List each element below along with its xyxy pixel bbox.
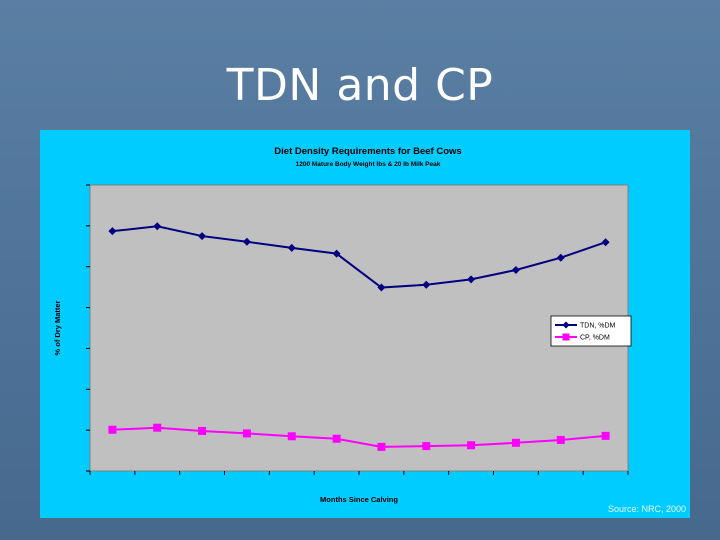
series-tdn [108,222,610,292]
data-point [108,227,117,236]
data-point [556,253,565,262]
data-point [332,434,341,443]
y-axis-label: % of Dry Matter [53,300,62,355]
series-line [112,225,606,289]
data-point [601,238,610,247]
data-point [153,423,162,432]
source-note: Source: NRC, 2000 [607,504,686,514]
plot-area [89,184,629,472]
slide-title: TDN and CP [226,60,494,111]
data-point [198,426,207,435]
data-point [242,237,251,246]
legend-box [550,315,632,347]
data-point [467,275,476,284]
data-point [377,283,386,292]
data-point [153,222,162,231]
data-point [377,442,386,451]
data-point [556,435,565,444]
chart-title: Diet Density Requirements for Beef Cows [274,146,461,157]
series-layer [108,222,610,451]
data-point [287,243,296,252]
chart-panel: Diet Density Requirements for Beef Cows … [40,130,690,518]
data-point [287,432,296,441]
chart-subtitle: 1200 Mature Body Weight lbs & 20 lb Milk… [296,161,441,168]
legend-label: TDN, %DM [580,323,616,330]
data-point [108,425,117,434]
data-point [422,280,431,289]
legend-item: TDN, %DM [555,321,616,330]
data-point [511,438,520,447]
data-point [467,441,476,450]
line-chart: Diet Density Requirements for Beef Cows … [53,146,632,504]
series-line [112,426,606,448]
data-point [422,442,431,451]
data-point [242,429,251,438]
series-cp [108,423,610,451]
legend-label: CP, %DM [580,335,610,342]
data-point [332,249,341,258]
legend-marker [562,321,570,329]
legend-marker [562,333,570,341]
legend-item: CP, %DM [555,333,610,342]
data-point [198,232,207,241]
legend: TDN, %DM CP, %DM [550,315,632,347]
axes [86,184,629,475]
data-point [601,431,610,440]
x-axis-label: Months Since Calving [320,495,398,504]
